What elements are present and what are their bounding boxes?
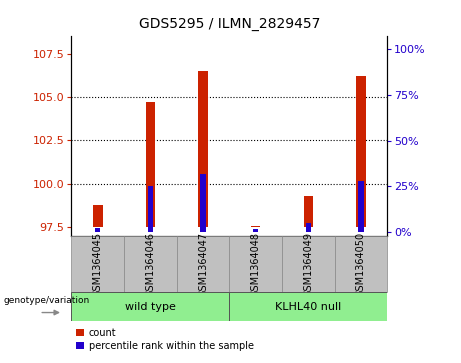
FancyBboxPatch shape [229, 236, 282, 292]
Bar [198, 71, 208, 227]
Bar [93, 205, 102, 227]
Text: wild type: wild type [125, 302, 176, 312]
Text: GSM1364047: GSM1364047 [198, 232, 208, 297]
Legend: count, percentile rank within the sample: count, percentile rank within the sample [77, 328, 254, 351]
Text: KLHL40 null: KLHL40 null [275, 302, 342, 312]
Text: GSM1364045: GSM1364045 [93, 232, 103, 297]
FancyBboxPatch shape [71, 236, 124, 292]
Bar [148, 187, 153, 232]
Text: GSM1364049: GSM1364049 [303, 232, 313, 297]
Bar [356, 76, 366, 227]
Bar [358, 181, 364, 232]
Bar [253, 229, 258, 232]
Bar [95, 228, 100, 232]
FancyBboxPatch shape [335, 236, 387, 292]
FancyBboxPatch shape [229, 292, 387, 321]
Text: GSM1364046: GSM1364046 [145, 232, 155, 297]
FancyBboxPatch shape [71, 292, 229, 321]
Text: GSM1364048: GSM1364048 [251, 232, 260, 297]
Title: GDS5295 / ILMN_2829457: GDS5295 / ILMN_2829457 [139, 17, 320, 31]
Bar [201, 174, 206, 232]
Bar [251, 225, 260, 227]
Bar [303, 196, 313, 227]
Bar [146, 102, 155, 227]
FancyBboxPatch shape [177, 236, 229, 292]
FancyBboxPatch shape [124, 236, 177, 292]
FancyBboxPatch shape [282, 236, 335, 292]
Text: genotype/variation: genotype/variation [4, 297, 90, 305]
Text: GSM1364050: GSM1364050 [356, 232, 366, 297]
Bar [306, 223, 311, 232]
